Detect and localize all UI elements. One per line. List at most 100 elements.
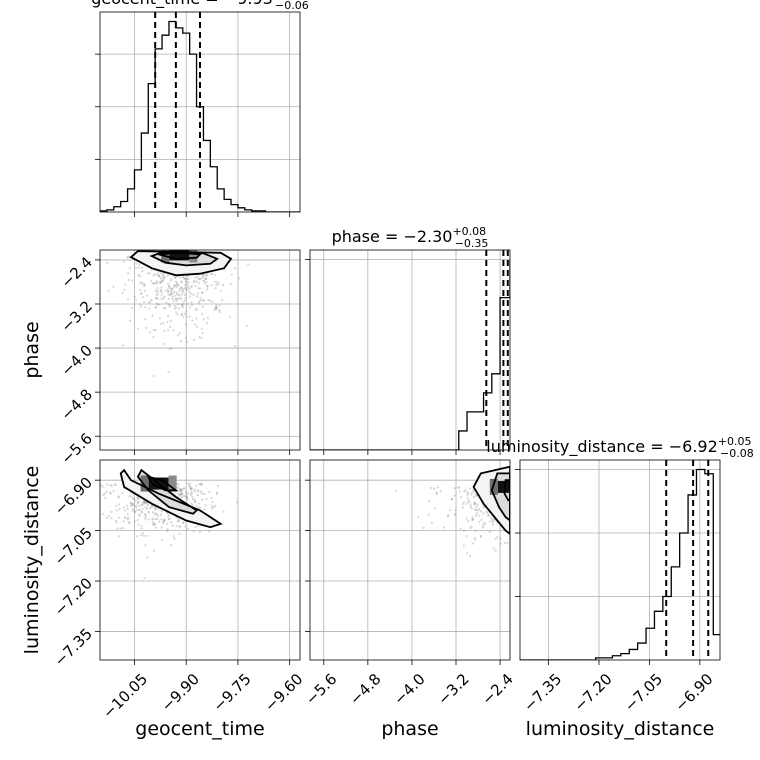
sample-point [150,298,153,302]
sample-point [539,498,541,500]
sample-point [197,277,200,280]
sample-point [182,495,185,498]
sample-point [117,495,120,498]
sample-point [133,295,136,298]
sample-point [541,491,543,493]
sample-point [164,289,167,292]
x-tick-label: −9.75 [209,670,254,715]
sample-point [555,540,557,542]
sample-point [202,279,205,282]
sample-point [195,295,198,298]
sample-point [170,287,173,290]
sample-point [543,497,545,499]
sample-point [197,502,200,505]
sample-point [178,525,181,528]
sample-point [463,529,466,532]
sample-point [199,482,203,485]
sample-point [127,278,130,282]
sample-point [102,494,105,497]
sample-point [162,322,165,325]
sample-point [512,495,514,497]
sample-point [183,487,186,490]
sample-point [530,495,532,497]
sample-point [160,291,163,294]
sample-point [199,278,202,281]
sample-point [188,287,191,290]
sample-point [160,289,163,292]
sample-point [115,521,118,524]
sample-point [179,493,182,496]
sample-point [469,503,472,506]
sample-point [175,285,178,289]
sample-point [188,485,191,488]
sample-point [503,541,506,545]
sample-point [192,293,195,296]
sample-point [122,260,125,263]
sample-point [466,491,469,494]
sample-point [156,292,159,295]
sample-point [166,522,169,526]
sample-point [541,494,543,496]
sample-point [179,287,183,290]
contour-line [149,251,220,267]
sample-point [156,297,159,300]
x-tick-label: −3.2 [434,670,472,708]
sample-point [139,288,142,291]
sample-point [180,313,183,316]
sample-point [535,498,537,500]
sample-point [168,305,171,308]
x-tick-label: −5.6 [302,670,340,708]
sample-point [211,500,214,504]
sample-point [189,286,192,289]
sample-point [196,275,199,278]
sample-point [101,485,104,488]
sample-point [574,490,576,492]
sample-point [124,516,127,519]
sample-point [534,495,536,497]
sample-point [514,497,516,499]
sample-point [589,493,591,495]
sample-point [526,505,528,507]
x-tick-label: −7.20 [571,670,616,715]
sample-point [534,502,536,504]
sample-point [469,505,472,508]
sample-point [195,484,198,487]
panel-title: phase = −2.30+0.08 −0.35 [332,225,489,250]
sample-point [532,526,534,528]
sample-point [479,535,482,538]
contour-line [119,468,223,529]
sample-point [176,284,179,287]
sample-point [136,508,139,512]
sample-point [528,500,530,502]
density-core [497,480,510,493]
sample-point [160,286,163,289]
sample-point [149,331,152,334]
sample-point [532,498,534,500]
sample-point [179,280,183,283]
sample-point [216,281,219,284]
sample-point [526,520,528,522]
sample-point [180,495,184,498]
sample-point [136,519,139,522]
sample-point [461,506,465,509]
sample-point [491,521,494,524]
sample-point [183,299,186,302]
sample-point [512,511,514,513]
sample-point [235,501,239,504]
sample-point [141,503,144,506]
sample-point [558,505,560,507]
sample-point [517,489,519,491]
sample-point [122,506,125,509]
density-panel-geocent-time-vs-phase [95,249,301,455]
sample-point [119,527,122,530]
sample-point [556,502,558,504]
histogram-step [520,468,720,660]
sample-point [149,279,153,282]
sample-point [110,484,113,487]
sample-point [197,489,200,492]
title-plus: +0.05 [718,435,752,448]
sample-point [521,504,523,506]
panel-title: luminosity_distance = −6.92+0.05 −0.08 [486,435,753,460]
contour-line [490,472,510,522]
sample-point [193,498,196,501]
